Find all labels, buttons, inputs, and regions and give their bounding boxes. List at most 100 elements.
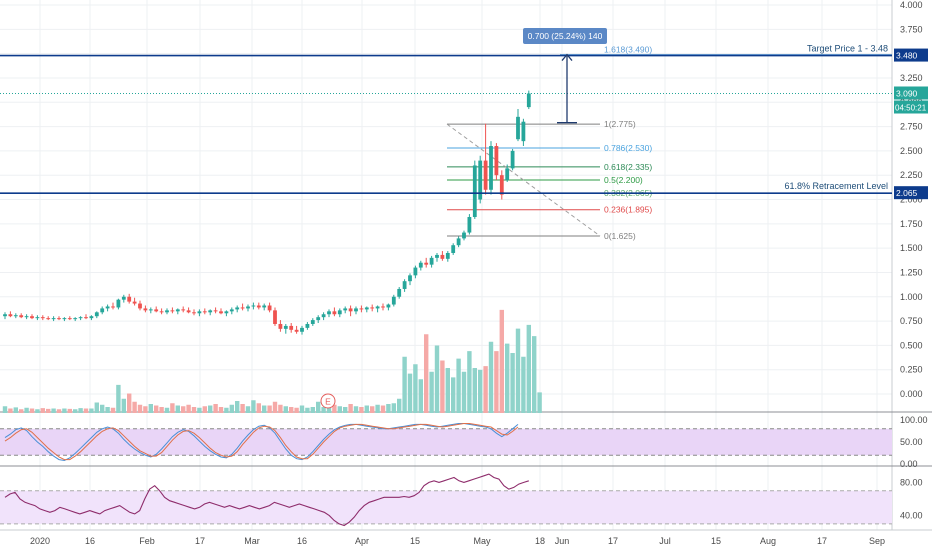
volume-bar: [245, 406, 251, 413]
x-tick-label: Sep: [869, 536, 885, 546]
candle-body: [391, 296, 396, 305]
candle-body: [451, 245, 456, 253]
volume-bar: [262, 405, 267, 413]
candle-body: [402, 281, 407, 289]
candle-body: [505, 168, 510, 181]
volume-bar: [143, 406, 148, 413]
candle-body: [89, 316, 94, 319]
volume-bar: [29, 408, 35, 413]
candle-body: [418, 262, 423, 268]
rsi-y-tick: 40.00: [900, 511, 923, 521]
volume-bar: [51, 408, 56, 413]
retracement-label: 61.8% Retracement Level: [784, 181, 888, 191]
candle-body: [435, 254, 439, 258]
volume-bar: [478, 369, 483, 413]
candle-body: [364, 307, 369, 310]
volume-bar: [424, 334, 429, 413]
volume-bar: [240, 404, 245, 413]
candle-body: [240, 307, 245, 309]
candle-body: [359, 308, 364, 310]
stochastic-pane: 100.00 50.00 0.00: [0, 415, 928, 469]
volume-bar: [510, 353, 515, 413]
volume-bar: [40, 408, 45, 413]
volume-bar: [62, 408, 67, 413]
candle-body: [3, 314, 7, 317]
volume-bar: [186, 404, 191, 413]
stoch-y-tick: 100.00: [900, 415, 928, 425]
fib-level-label: 0(1.625): [604, 231, 636, 241]
y-tick-label: 4.000: [900, 0, 923, 10]
candle-body: [462, 232, 466, 239]
candle-body: [121, 296, 126, 300]
volume-bar: [175, 405, 180, 413]
candle-body: [148, 309, 153, 311]
candle-body: [327, 311, 331, 315]
candle-body: [213, 310, 218, 312]
candle-body: [310, 320, 315, 324]
volume-bar: [375, 404, 380, 413]
volume-bar: [434, 345, 440, 413]
measure-arrow-head: [561, 53, 573, 62]
retracement-tag-bg: [894, 186, 928, 200]
y-tick-label: 1.250: [900, 267, 923, 277]
volume-bar: [299, 405, 305, 413]
volume-bar: [343, 407, 348, 413]
measure-box: [523, 28, 607, 44]
candle-body: [472, 165, 477, 218]
volume-bar: [46, 408, 51, 413]
volume-bar: [316, 401, 321, 413]
y-tick-label: 3.250: [900, 73, 923, 83]
volume-bar: [364, 405, 369, 413]
candle-body: [262, 305, 267, 308]
candle-body: [13, 315, 18, 317]
volume-bar: [402, 356, 407, 413]
candle-body: [499, 175, 504, 195]
price-axis[interactable]: 4.0003.7503.5003.2503.0002.7502.5002.250…: [894, 0, 928, 399]
volume-bar: [472, 368, 477, 413]
target-price-tag-bg: [894, 48, 928, 62]
x-tick-label: Jun: [555, 536, 570, 546]
candle-body: [159, 311, 164, 313]
stoch-line: [4, 423, 519, 462]
time-axis[interactable]: 2020 16 Feb 17 Mar 16 Apr 15 May 18 Jun 17 Jul 15 Aug 1…: [30, 536, 885, 546]
candle-body: [143, 308, 148, 311]
volume-bar: [461, 371, 467, 413]
volume-bar: [116, 384, 121, 413]
stoch-band-fill: [0, 428, 892, 456]
volume-bar: [499, 309, 504, 413]
chart-annotations[interactable]: Target Price 1 - 3.48 61.8% Retracement L…: [0, 28, 892, 409]
volume-bar: [73, 409, 78, 413]
x-tick-label: 17: [817, 536, 827, 546]
volume-bar: [56, 409, 62, 413]
volume-bar: [272, 401, 278, 413]
candle-body: [8, 314, 13, 317]
volume-bar: [181, 406, 186, 413]
volume-bar: [305, 407, 310, 413]
volume-bar: [94, 402, 99, 413]
volume-bar: [251, 400, 256, 413]
volume-bar: [283, 406, 288, 413]
candle-body: [343, 308, 348, 311]
volume-bar: [83, 408, 89, 413]
volume-bar: [159, 407, 164, 413]
volume-bar: [537, 392, 542, 413]
candle-body: [289, 325, 294, 330]
volume-bar: [429, 371, 434, 413]
y-tick-label: 2.500: [900, 146, 923, 156]
volume-bar: [148, 404, 153, 413]
volume-bar: [218, 407, 224, 413]
candle-body: [170, 310, 175, 312]
volume-bar: [213, 404, 218, 413]
volume-bar: [164, 407, 170, 413]
volume-bar: [294, 407, 299, 413]
candle-body: [354, 308, 358, 312]
volume-bar: [326, 407, 332, 413]
volume-bar: [197, 407, 202, 413]
candle-body: [67, 318, 72, 320]
candle-body: [332, 311, 337, 315]
volume-bar: [451, 377, 456, 413]
x-tick-label: 16: [297, 536, 307, 546]
y-tick-label: 2.750: [900, 122, 923, 132]
measure-box-label: 0.700 (25.24%) 140: [528, 31, 603, 41]
